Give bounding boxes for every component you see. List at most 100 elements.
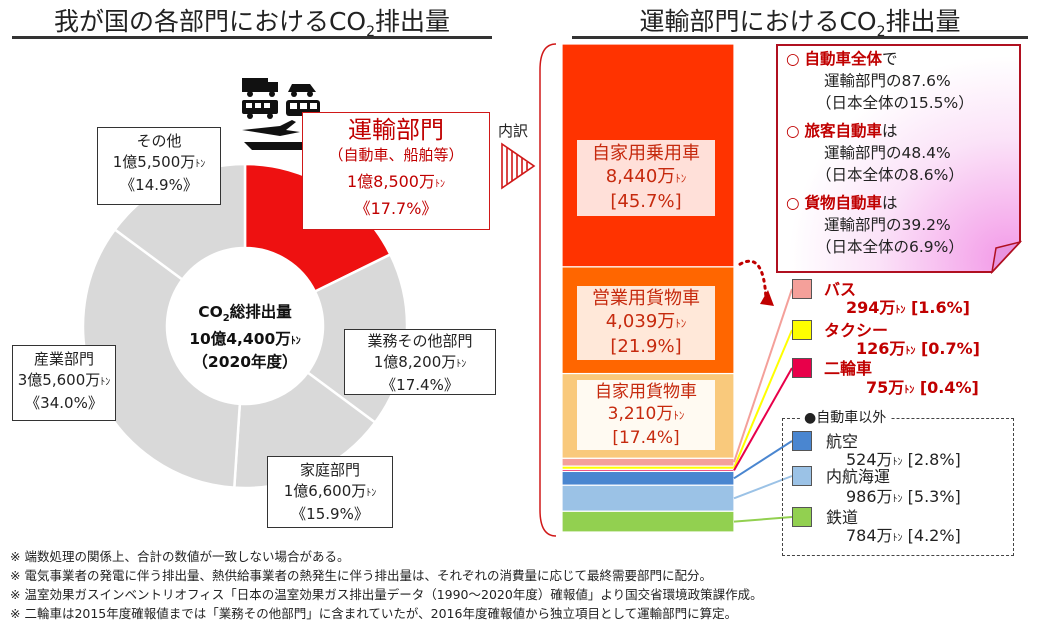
bar-segment-ship (561, 484, 735, 512)
transport-name: 運輸部門 (348, 116, 444, 144)
right-title-tail: 排出量 (885, 7, 961, 36)
private-car-name: 自家用乗用車 (592, 143, 700, 164)
note-3: ※ 温室効果ガスインベントリオフィス「日本の温室効果ガス排出量データ（1990～… (10, 587, 763, 602)
callout-line1: ○ 自動車全体で (786, 50, 898, 68)
right-title: 運輸部門におけるCO2排出量 (572, 2, 1028, 40)
left-title-tail: 排出量 (375, 7, 451, 36)
private-car-amount: 8,440万ﾄﾝ (605, 166, 687, 187)
callout-line2: 運輸部門の87.6% (824, 72, 951, 90)
callout-line4: ○ 旅客自動車は (786, 122, 898, 140)
transport-amount: 1億8,500万ﾄﾝ (347, 172, 445, 191)
center-line2: 10億4,400万ﾄﾝ (189, 330, 301, 349)
rail-name: 鉄道 (826, 508, 859, 527)
callout-line8: 運輸部門の39.2% (824, 216, 951, 234)
private-truck-label: 自家用貨物車 3,210万ﾄﾝ [17.4%] (577, 380, 715, 450)
rail-value: 784万ﾄﾝ [4.2%] (846, 526, 961, 545)
leader-line-bus (733, 288, 793, 463)
leader-line-bike (733, 367, 793, 471)
taxi-name: タクシー (824, 321, 889, 340)
other-sector-label: その他 1億5,500万ﾄﾝ 《14.9%》 (97, 127, 221, 205)
taxi-swatch (792, 320, 812, 340)
other-share: 《14.9%》 (120, 176, 198, 194)
business-name: 業務その他部門 (367, 332, 473, 350)
breakdown-arrow-icon (501, 142, 536, 190)
leader-line-taxi (733, 329, 793, 469)
left-title-sub: 2 (366, 24, 376, 40)
household-share: 《15.9%》 (291, 505, 369, 523)
pie-slice-industry (81, 227, 242, 489)
right-title-rule (572, 36, 1028, 39)
bus-name: バス (824, 280, 857, 299)
air-name: 航空 (826, 432, 859, 451)
left-title-rule (12, 36, 492, 39)
car-icon (288, 84, 316, 92)
private-truck-amount: 3,210万ﾄﾝ (607, 404, 685, 424)
callout-text: ○ 自動車全体で 運輸部門の87.6% （日本全体の15.5%） ○ 旅客自動車… (786, 48, 974, 258)
business-amount: 1億8,200万ﾄﾝ (373, 353, 467, 371)
ship-swatch (792, 466, 812, 486)
other-amount: 1億5,500万ﾄﾝ (112, 153, 206, 171)
household-sector-label: 家庭部門 1億6,600万ﾄﾝ 《15.9%》 (267, 456, 393, 528)
callout-line9: （日本全体の6.9%） (816, 238, 964, 256)
callout-line6: （日本全体の8.6%） (816, 166, 964, 184)
industry-share: 《34.0%》 (25, 394, 103, 412)
bus-value: 294万ﾄﾝ [1.6%] (846, 298, 970, 317)
bus-swatch (792, 279, 812, 299)
donut-center-label: CO2総排出量 10億4,400万ﾄﾝ （2020年度） (170, 302, 320, 372)
commercial-truck-amount: 4,039万ﾄﾝ (605, 311, 687, 332)
non-auto-box (782, 418, 1014, 556)
commercial-truck-share: [21.9%] (610, 336, 682, 357)
bar-segment-air (561, 470, 735, 486)
non-auto-header: ●自動車以外 (800, 407, 891, 427)
business-sector-label: 業務その他部門 1億8,200万ﾄﾝ 《17.4%》 (344, 329, 496, 395)
note-1: ※ 端数処理の関係上、合計の数値が一致しない場合がある。 (10, 549, 350, 564)
ship-value: 986万ﾄﾝ [5.3%] (846, 487, 961, 506)
transport-sector-label: 運輸部門 （自動車、船舶等） 1億8,500万ﾄﾝ 《17.7%》 (302, 112, 490, 230)
ship-name: 内航海運 (826, 467, 891, 486)
breakdown-label: 内訳 (498, 122, 529, 140)
truck-icon (242, 78, 268, 92)
bike-value: 75万ﾄﾝ [0.4%] (866, 378, 979, 397)
bar-segment-bus (561, 457, 735, 467)
private-truck-share: [17.4%] (612, 428, 680, 448)
commercial-truck-label: 営業用貨物車 4,039万ﾄﾝ [21.9%] (577, 286, 715, 360)
callout-arrow (738, 259, 768, 302)
industry-name: 産業部門 (33, 350, 94, 368)
left-title-text: 我が国の各部門におけるCO (53, 7, 367, 36)
note-2: ※ 電気事業者の発電に伴う排出量、熱供給事業者の熱発生に伴う排出量は、それぞれの… (10, 568, 712, 583)
right-title-sub: 2 (876, 24, 886, 40)
transport-share: 《17.7%》 (354, 199, 438, 218)
callout-line5: 運輸部門の48.4% (824, 144, 951, 162)
center-line1: CO2総排出量 (198, 303, 292, 325)
business-share: 《17.4%》 (381, 376, 459, 394)
industry-amount: 3億5,600万ﾄﾝ (17, 371, 111, 389)
transport-detail: （自動車、船舶等） (328, 146, 464, 164)
right-title-text: 運輸部門におけるCO (639, 7, 877, 36)
bike-swatch (792, 358, 812, 378)
callout-line7: ○ 貨物自動車は (786, 194, 898, 212)
left-title: 我が国の各部門におけるCO2排出量 (12, 2, 492, 40)
note-4: ※ 二輪車は2015年度確報値までは「業務その他部門」に含まれていたが、2016… (10, 606, 738, 621)
private-truck-name: 自家用貨物車 (595, 382, 697, 402)
center-line3: （2020年度） (192, 353, 298, 372)
commercial-truck-name: 営業用貨物車 (592, 288, 700, 309)
household-name: 家庭部門 (299, 461, 360, 479)
household-amount: 1億6,600万ﾄﾝ (283, 482, 377, 500)
private-car-label: 自家用乗用車 8,440万ﾄﾝ [45.7%] (577, 140, 715, 216)
vehicle-icons (242, 78, 322, 150)
other-name: その他 (136, 132, 182, 150)
ship-icon (244, 142, 318, 150)
bar-segment-rail (561, 510, 735, 533)
rail-swatch (792, 507, 812, 527)
industry-sector-label: 産業部門 3億5,600万ﾄﾝ 《34.0%》 (12, 345, 116, 421)
callout-line3: （日本全体の15.5%） (816, 94, 974, 112)
callout-arrow-head (760, 289, 774, 306)
taxi-value: 126万ﾄﾝ [0.7%] (856, 339, 980, 358)
callout-frame (776, 44, 1022, 274)
bike-name: 二輪車 (824, 359, 873, 378)
private-car-share: [45.7%] (610, 191, 682, 212)
breakdown-bracket (539, 43, 557, 537)
airplane-icon (242, 120, 300, 136)
air-swatch (792, 431, 812, 451)
air-value: 524万ﾄﾝ [2.8%] (846, 450, 961, 469)
